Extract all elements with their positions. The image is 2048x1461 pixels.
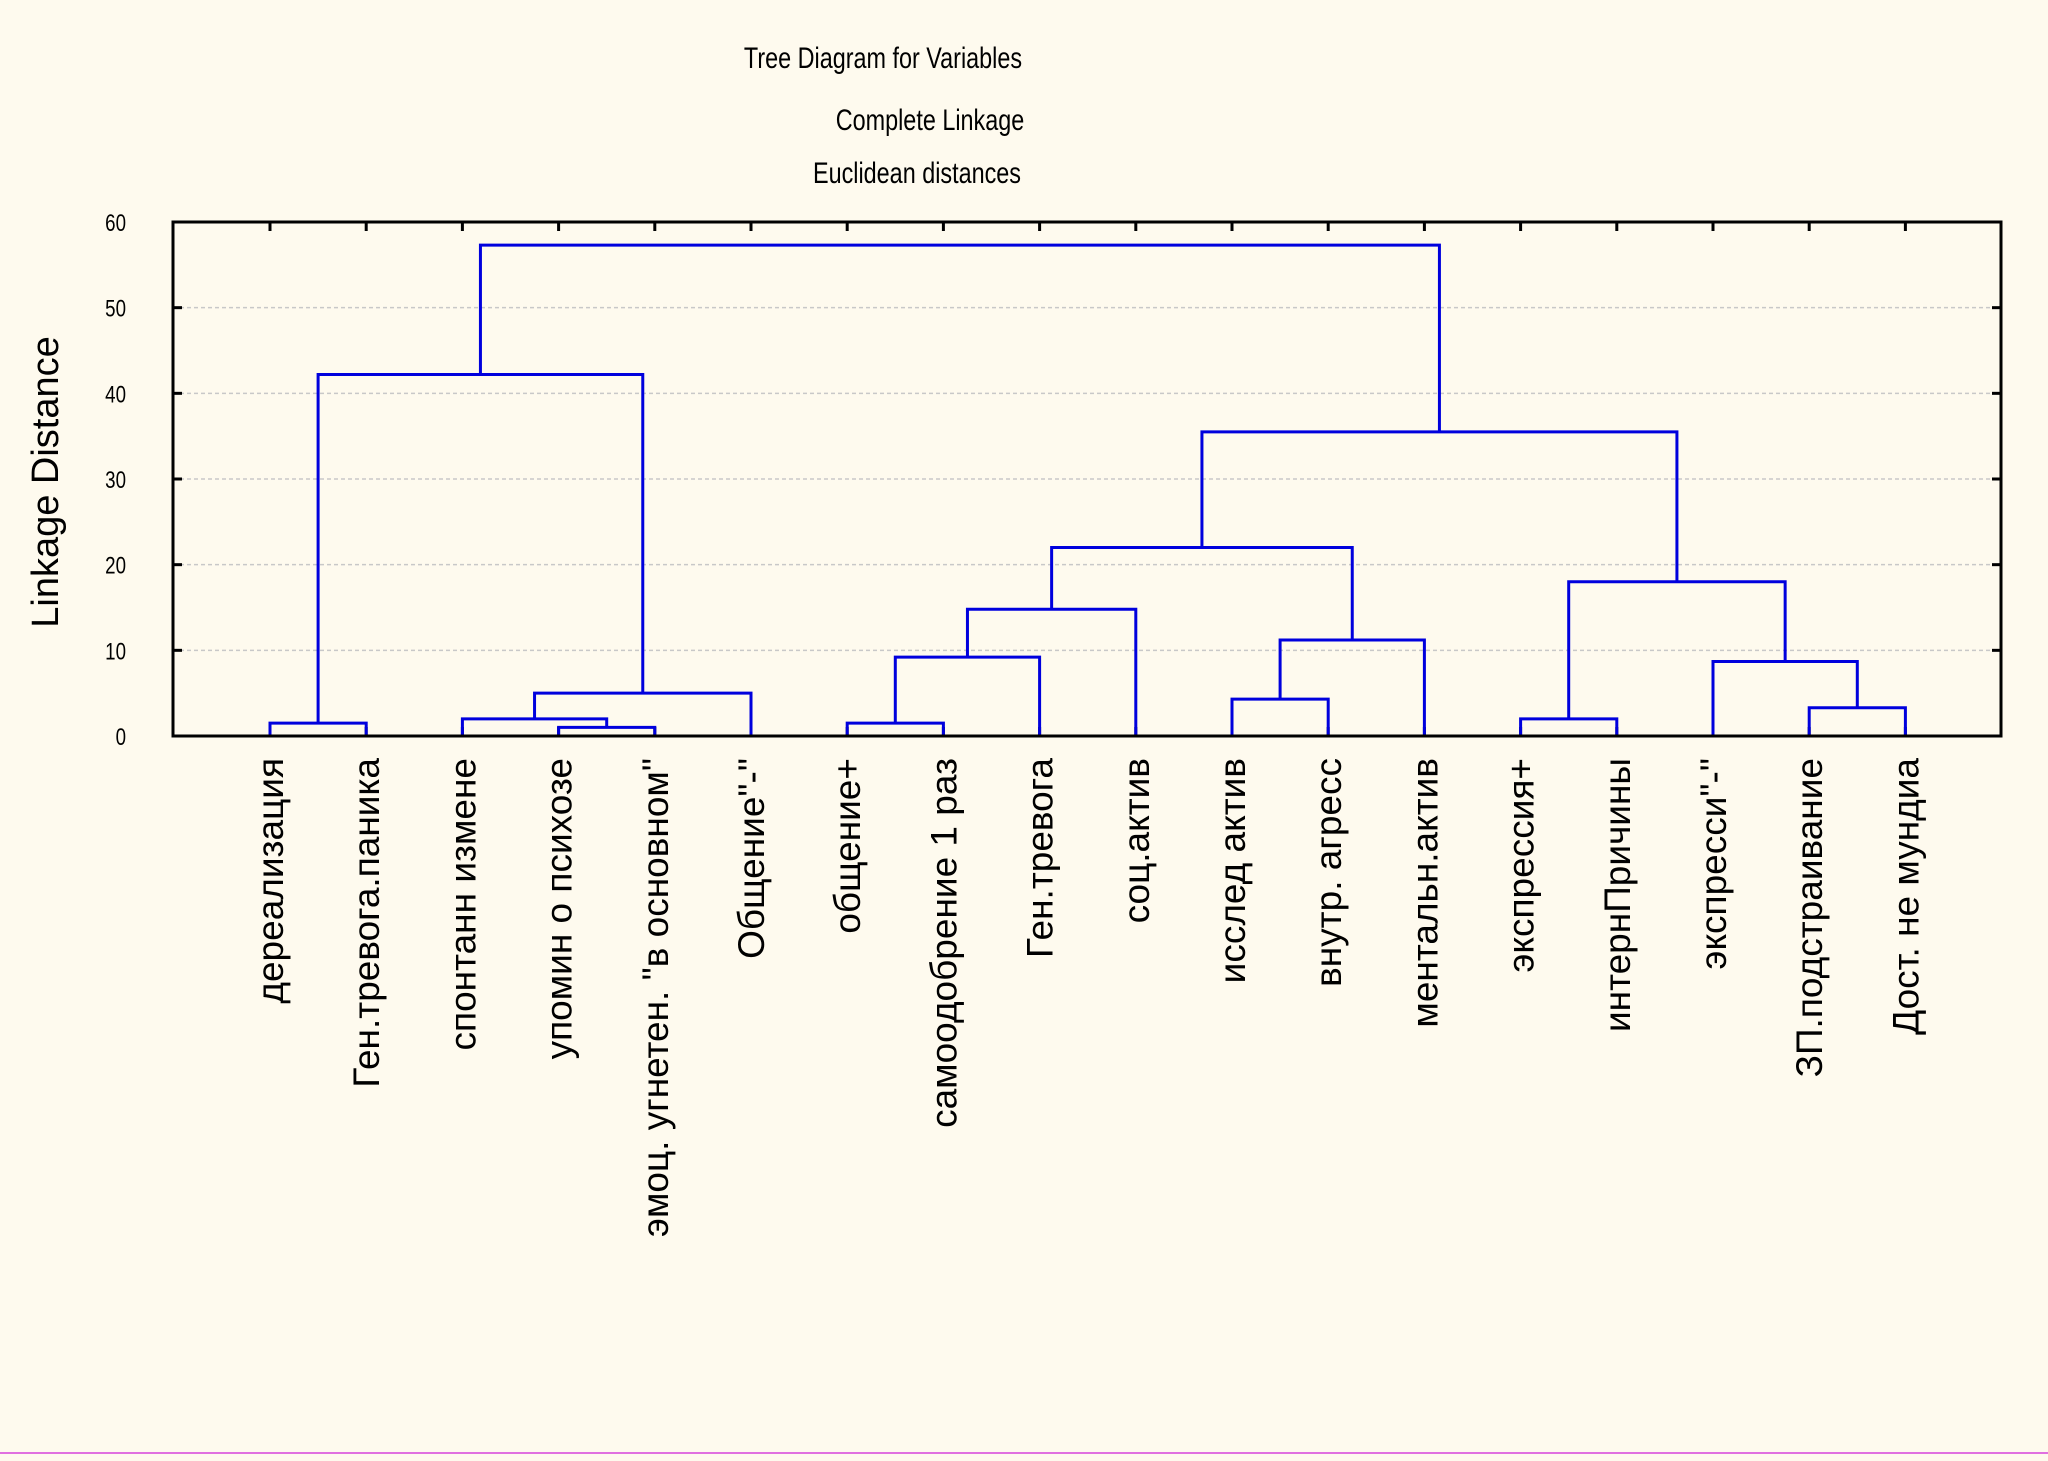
- leaf-label: общение+: [827, 758, 868, 934]
- leaf-labels: дереализация Ген.тревога.паника спонтанн и…: [250, 758, 1926, 1237]
- cluster-link: [845, 721, 945, 736]
- grid-lines: [173, 306, 2001, 652]
- leaf-label: спонтанн измене: [442, 758, 483, 1050]
- cluster-link: [533, 691, 753, 736]
- cluster-link: [268, 721, 368, 736]
- cluster-link: [1711, 659, 1859, 736]
- leaf-label: Ген.тревога.паника: [346, 758, 387, 1088]
- leaf-label: Ген.тревога: [1020, 758, 1061, 958]
- leaf-label: дереализация: [250, 758, 291, 1004]
- leaf-label: Дост. не мундиа: [1885, 758, 1926, 1035]
- chart-title: Tree Diagram for Variables: [744, 41, 1022, 74]
- leaf-label: экспресси"-": [1693, 758, 1734, 969]
- cluster-link: [1050, 546, 1354, 641]
- y-axis-ticks: 0 10 20 30 40 50 60: [105, 210, 2001, 751]
- leaf-label: ментальн.актив: [1404, 758, 1445, 1028]
- leaf-label: соц.актив: [1116, 758, 1157, 923]
- cluster-link: [893, 655, 1042, 736]
- cluster-link: [478, 243, 1441, 432]
- leaf-label: внутр. агресс: [1308, 758, 1349, 987]
- window-border-bottom: [0, 1452, 2048, 1454]
- chart-subtitle: Complete Linkage: [836, 103, 1025, 136]
- y-tick-label: 30: [105, 467, 126, 494]
- cluster-link: [965, 607, 1138, 736]
- y-tick-label: 50: [105, 295, 126, 322]
- chart-subtitle-2: Euclidean distances: [813, 156, 1021, 189]
- leaf-label: интернПричины: [1597, 758, 1638, 1032]
- leaf-label: самоодобрение 1 раз: [923, 758, 964, 1128]
- cluster-link: [1278, 638, 1426, 736]
- leaf-label: экспрессия+: [1501, 758, 1542, 972]
- plot-frame: [171, 220, 2003, 738]
- cluster-link: [1519, 717, 1619, 736]
- y-axis-label: Linkage Distance: [25, 336, 67, 628]
- leaf-label: исслед актив: [1212, 758, 1253, 983]
- cluster-link: [460, 717, 609, 736]
- cluster-link: [316, 372, 645, 724]
- leaf-label: ЗП.подстраивание: [1789, 758, 1830, 1077]
- cluster-link: [1200, 430, 1679, 582]
- y-tick-label: 20: [105, 552, 126, 579]
- y-tick-label: 0: [116, 724, 126, 751]
- cluster-link: [1807, 706, 1907, 736]
- leaf-label: упомин о психозе: [539, 758, 580, 1059]
- leaf-label: Общение"-": [731, 758, 772, 959]
- y-tick-label: 10: [105, 638, 126, 665]
- leaf-label: эмоц. угнетен. "в основном": [635, 758, 676, 1237]
- y-tick-label: 60: [105, 210, 126, 237]
- y-tick-label: 40: [105, 381, 126, 408]
- cluster-link: [1230, 697, 1330, 736]
- dendrogram-links: [268, 243, 1907, 736]
